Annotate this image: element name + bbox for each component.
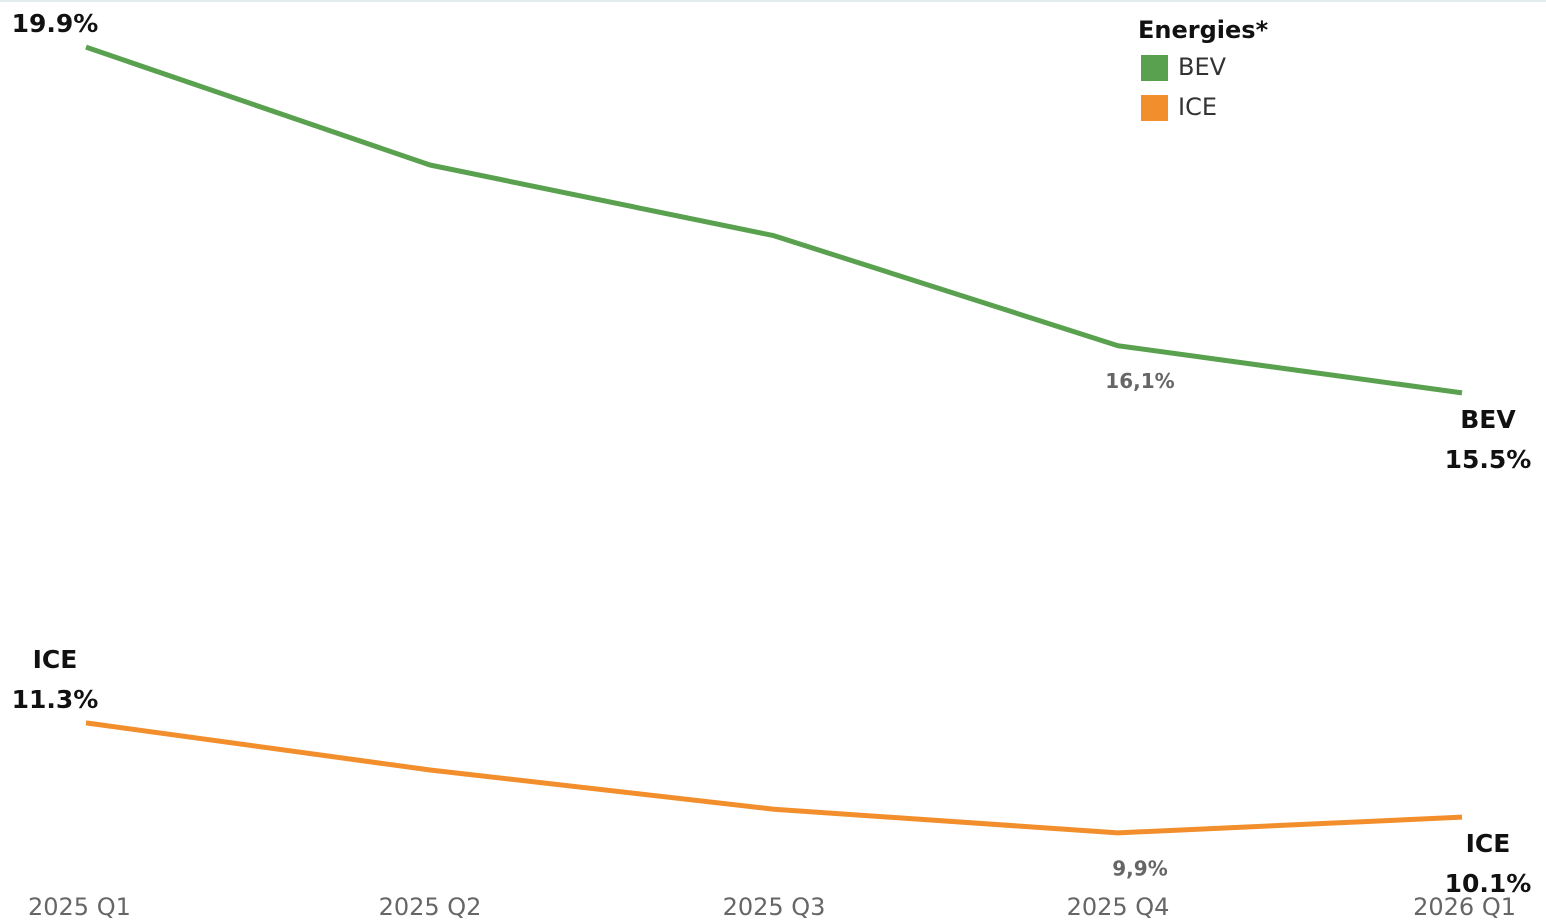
series-name-label: ICE xyxy=(33,645,78,674)
legend-swatch xyxy=(1141,95,1168,121)
value-label: 10.1% xyxy=(1445,869,1532,898)
x-tick-label: 2025 Q3 xyxy=(723,893,826,921)
legend-label: ICE xyxy=(1178,93,1217,121)
value-label: 19.9% xyxy=(12,9,99,38)
series-name-label: ICE xyxy=(1466,829,1511,858)
x-tick-label: 2025 Q4 xyxy=(1067,893,1170,921)
x-tick-label: 2026 Q1 xyxy=(1413,893,1516,921)
value-label: 11.3% xyxy=(12,685,99,714)
series-line xyxy=(85,44,1463,396)
legend-swatch xyxy=(1141,55,1168,81)
legend-label: BEV xyxy=(1178,53,1227,81)
series-line xyxy=(85,720,1463,836)
value-label: 16,1% xyxy=(1105,369,1174,393)
legend-title: Energies* xyxy=(1138,16,1269,44)
series-name-label: BEV xyxy=(1460,405,1516,434)
x-tick-label: 2025 Q2 xyxy=(379,893,482,921)
x-tick-label: 2025 Q1 xyxy=(28,893,131,921)
value-label: 15.5% xyxy=(1445,445,1532,474)
value-label: 9,9% xyxy=(1112,856,1167,880)
